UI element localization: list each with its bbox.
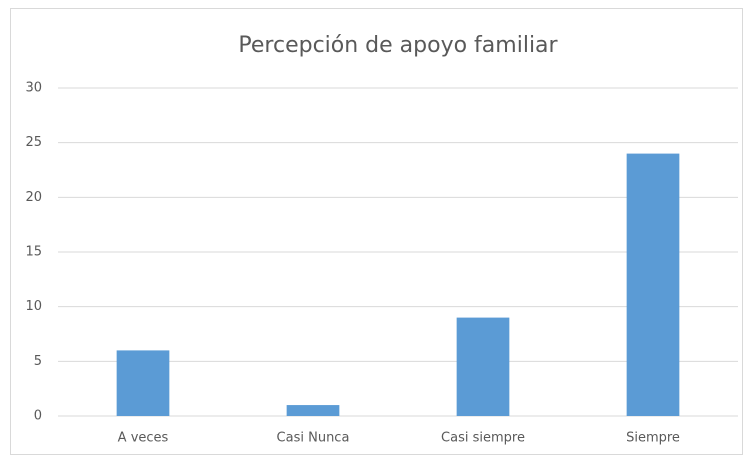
x-tick-label: A veces (118, 431, 169, 446)
y-tick-label: 20 (25, 190, 42, 205)
y-tick-label: 30 (25, 81, 42, 96)
bar (116, 350, 170, 416)
x-tick-label: Casi siempre (441, 431, 525, 446)
y-tick-label: 15 (25, 245, 42, 260)
bar (626, 153, 680, 416)
x-tick-label: Siempre (626, 431, 680, 446)
y-tick-label: 0 (34, 409, 42, 424)
y-tick-label: 5 (34, 354, 42, 369)
bar (286, 405, 340, 416)
y-tick-label: 10 (25, 299, 42, 314)
x-tick-label: Casi Nunca (277, 431, 350, 446)
bar (456, 317, 510, 416)
chart-title: Percepción de apoyo familiar (238, 33, 558, 58)
y-tick-label: 25 (25, 135, 42, 150)
